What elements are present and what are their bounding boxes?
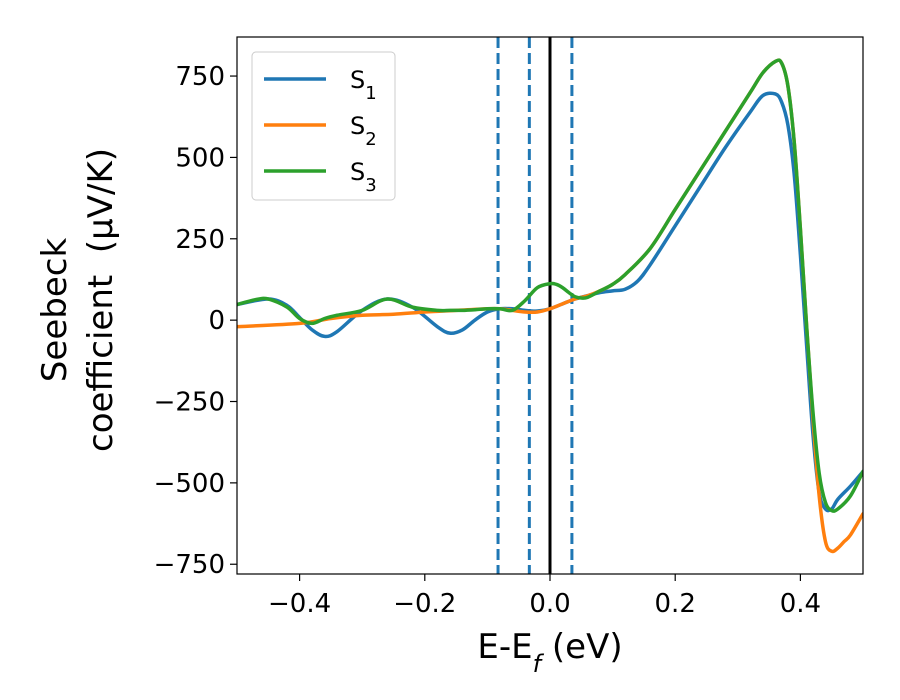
x-tick-label: 0.4 xyxy=(780,589,821,619)
x-tick-label: −0.2 xyxy=(393,589,456,619)
x-tick-label: 0.0 xyxy=(529,589,570,619)
y-tick-label: 0 xyxy=(208,306,225,336)
x-axis-label: E-Ef (eV) xyxy=(477,627,622,678)
x-tick-label: −0.4 xyxy=(268,589,331,619)
y-tick-label: −500 xyxy=(154,469,225,499)
y-tick-label: −250 xyxy=(154,388,225,418)
legend-label-S3: S3 xyxy=(350,158,377,196)
legend-label-S1: S1 xyxy=(350,66,377,104)
y-axis-label: Seebeck coefficient (μV/K) xyxy=(35,148,121,452)
y-tick-label: 750 xyxy=(175,62,225,92)
y-tick-label: 250 xyxy=(175,225,225,255)
y-axis-ticks: −750 −500 −250 0 250 500 750 xyxy=(154,62,237,580)
x-tick-label: 0.2 xyxy=(655,589,696,619)
y-tick-label: 500 xyxy=(175,143,225,173)
y-axis-label-line1: Seebeck xyxy=(35,238,75,383)
vertical-reference-lines xyxy=(496,37,574,574)
legend: S1 S2 S3 xyxy=(251,51,396,201)
x-axis-ticks: −0.4 −0.2 0.0 0.2 0.4 xyxy=(268,574,821,619)
y-tick-label: −750 xyxy=(154,550,225,580)
y-axis-label-line2: coefficient (μV/K) xyxy=(81,148,121,452)
legend-label-S2: S2 xyxy=(350,112,377,150)
series-line-S3 xyxy=(237,58,863,513)
series-lines xyxy=(237,58,863,554)
